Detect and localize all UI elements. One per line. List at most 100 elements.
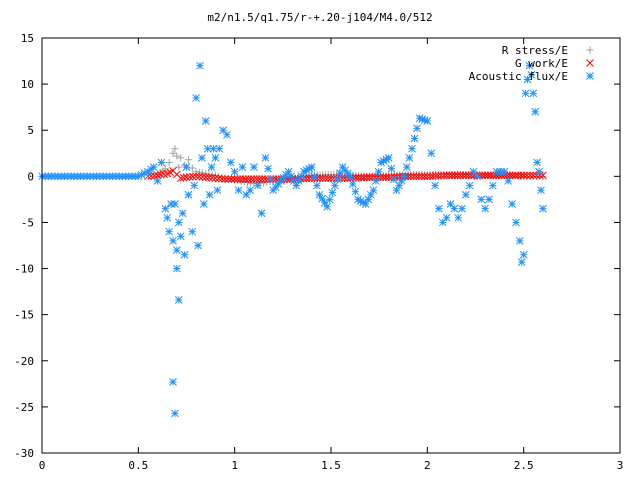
data-point xyxy=(169,149,177,157)
data-point xyxy=(194,241,202,250)
y-tick-label: -30 xyxy=(14,447,34,460)
data-point xyxy=(514,171,523,180)
data-points xyxy=(38,61,547,418)
y-tick-label: 10 xyxy=(21,78,34,91)
legend-marker xyxy=(586,46,594,54)
data-point xyxy=(246,186,254,195)
data-point xyxy=(177,154,185,162)
data-point xyxy=(165,159,173,166)
legend-marker xyxy=(586,59,594,67)
data-point xyxy=(484,171,492,180)
data-point xyxy=(182,163,191,171)
data-point xyxy=(195,172,204,181)
data-point xyxy=(333,175,342,184)
data-point xyxy=(234,186,243,195)
data-point xyxy=(198,173,207,181)
data-point xyxy=(213,186,222,195)
data-point xyxy=(207,163,216,171)
data-point xyxy=(242,190,251,199)
data-point xyxy=(214,174,223,183)
data-point xyxy=(384,154,393,162)
data-point xyxy=(161,204,170,213)
data-point xyxy=(153,177,162,185)
data-point xyxy=(255,175,264,183)
data-point xyxy=(313,181,321,190)
data-point xyxy=(529,171,538,180)
data-point xyxy=(188,227,197,236)
data-point xyxy=(325,195,334,204)
data-point xyxy=(174,218,183,227)
series-2 xyxy=(38,61,547,418)
data-point xyxy=(374,167,383,176)
y-tick-label: 5 xyxy=(27,124,34,137)
data-point xyxy=(346,172,355,181)
data-point xyxy=(535,167,543,176)
data-point xyxy=(239,175,247,183)
data-point xyxy=(201,117,210,125)
data-point xyxy=(227,175,236,183)
data-point xyxy=(223,130,231,139)
data-point xyxy=(450,204,459,213)
data-point xyxy=(515,237,524,245)
data-point xyxy=(539,204,547,213)
data-point xyxy=(521,89,530,98)
data-point xyxy=(410,134,419,143)
data-point xyxy=(156,170,165,179)
data-point xyxy=(199,200,208,208)
legend-marker xyxy=(586,72,594,80)
data-point xyxy=(150,171,159,180)
data-point xyxy=(451,171,459,180)
data-point xyxy=(215,144,224,153)
data-point xyxy=(169,378,177,386)
data-point xyxy=(324,174,333,183)
data-point xyxy=(519,250,528,259)
data-point xyxy=(233,175,242,183)
data-point xyxy=(266,175,275,184)
data-point xyxy=(462,190,470,199)
data-point xyxy=(300,167,308,176)
data-point xyxy=(526,171,534,180)
data-point xyxy=(500,167,509,176)
data-point xyxy=(219,126,227,135)
data-point xyxy=(336,169,344,178)
data-point xyxy=(523,75,532,84)
data-point xyxy=(477,195,486,204)
y-tick-label: -5 xyxy=(21,216,34,229)
data-point xyxy=(469,167,478,176)
legend-label: G work/E xyxy=(515,57,568,70)
data-point xyxy=(205,173,213,182)
data-point xyxy=(192,172,200,181)
data-point xyxy=(149,163,158,171)
data-point xyxy=(321,174,330,183)
data-point xyxy=(211,174,220,183)
data-point xyxy=(379,173,388,182)
data-point xyxy=(201,173,210,182)
data-point xyxy=(413,124,421,133)
data-point xyxy=(417,172,426,181)
data-point xyxy=(456,171,465,180)
data-point xyxy=(224,175,233,183)
legend-label: Acoustic flux/E xyxy=(469,70,568,83)
data-point xyxy=(348,180,357,188)
data-point xyxy=(244,175,253,183)
data-point xyxy=(230,175,239,183)
legend-label: R stress/E xyxy=(502,44,568,57)
data-point xyxy=(486,171,495,180)
data-point xyxy=(253,181,262,190)
data-point xyxy=(171,409,179,418)
data-point xyxy=(195,168,203,176)
data-point xyxy=(506,171,514,180)
data-point xyxy=(171,200,179,208)
data-point xyxy=(446,200,455,208)
data-point xyxy=(198,154,206,162)
data-point xyxy=(180,250,189,259)
data-point xyxy=(196,61,204,70)
data-point xyxy=(189,172,197,181)
data-point xyxy=(529,89,538,98)
y-tick-label: -15 xyxy=(14,309,34,322)
y-tick-label: -25 xyxy=(14,401,34,414)
data-point xyxy=(459,171,467,180)
data-point xyxy=(365,173,374,182)
data-point xyxy=(533,158,542,167)
